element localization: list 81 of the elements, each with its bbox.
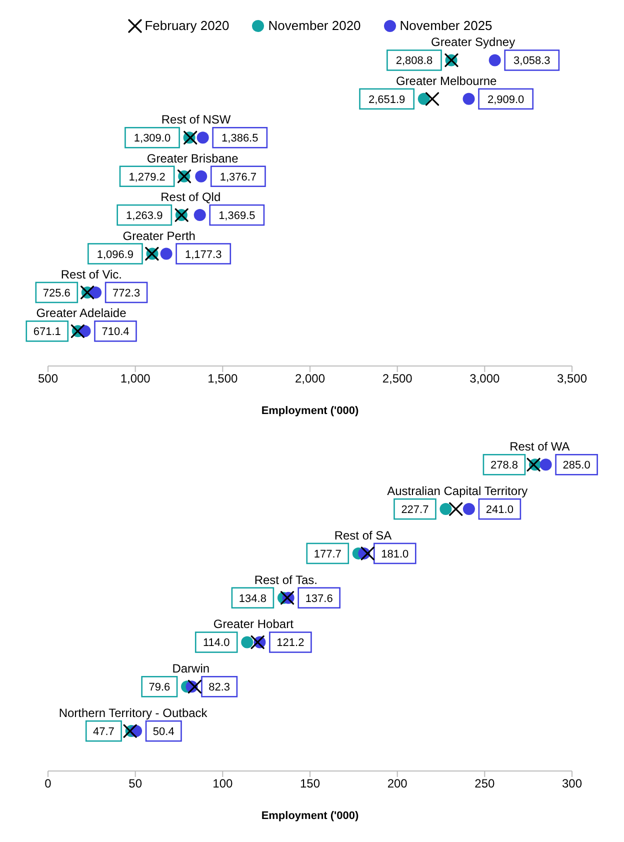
x-tick-label: 500	[38, 372, 58, 386]
data-label: 137.6	[305, 592, 333, 605]
x-tick-label: 2,500	[382, 372, 413, 386]
data-label: 1,376.7	[220, 171, 257, 184]
data-label: 671.1	[33, 326, 61, 338]
legend-label: February 2020	[144, 18, 230, 33]
point	[462, 503, 475, 516]
y-tick-label: Australian Capital Territory	[387, 484, 528, 498]
x-tick-label: 3,000	[470, 372, 500, 386]
data-label: 772.3	[112, 287, 140, 300]
data-label: 177.7	[314, 548, 342, 560]
x-tick-label: 300	[562, 776, 582, 791]
point	[250, 635, 264, 650]
y-tick-label: Greater Brisbane	[146, 151, 239, 166]
data-label: 1,309.0	[134, 132, 171, 145]
data-label: 1,096.9	[96, 248, 134, 261]
y-tick-label: Rest of Vic.	[60, 267, 122, 282]
point	[194, 209, 206, 222]
point	[196, 132, 209, 144]
data-label: 1,263.9	[126, 210, 163, 222]
point	[160, 248, 172, 260]
data-label: 285.0	[562, 460, 590, 472]
point	[488, 54, 501, 66]
y-tick-label: Greater Adelaide	[36, 306, 127, 320]
x-tick-label: 2,000	[294, 372, 326, 386]
y-tick-label: Rest of NSW	[161, 112, 232, 127]
y-tick-label: Greater Hobart	[213, 617, 294, 632]
y-tick-label: Greater Sydney	[431, 35, 516, 50]
data-label: 134.8	[238, 592, 266, 605]
data-label: 2,909.0	[487, 94, 524, 106]
x-tick-label: 250	[474, 776, 495, 791]
x-tick-label: 1,000	[120, 372, 151, 386]
y-tick-label: Greater Melbourne	[396, 74, 497, 88]
data-label: 2,808.8	[396, 55, 433, 68]
y-tick-label: Rest of SA	[334, 528, 392, 542]
data-label: 241.0	[486, 504, 514, 516]
y-tick-label: Darwin	[172, 662, 210, 676]
point	[425, 92, 440, 106]
x-tick-label: 200	[387, 776, 408, 791]
data-label: 1,177.3	[185, 248, 222, 261]
data-label: 227.7	[401, 504, 429, 516]
data-label: 3,058.3	[514, 55, 550, 68]
y-tick-label: Northern Territory - Outback	[58, 706, 208, 720]
x-axis-title: Employment ('000)	[261, 810, 360, 822]
x-tick-label: 0	[44, 776, 52, 791]
y-tick-label: Rest of WA	[510, 440, 570, 454]
data-label: 2,651.9	[368, 94, 406, 106]
point	[90, 286, 102, 298]
point	[241, 636, 254, 648]
data-label: 121.2	[276, 637, 304, 650]
x-axis-title: Employment ('000)	[261, 404, 360, 417]
legend-label: November 2025	[398, 18, 492, 33]
data-label: 82.3	[208, 682, 230, 694]
x-tick-label: 50	[128, 776, 142, 791]
point	[360, 546, 374, 560]
data-label: 1,386.5	[222, 132, 258, 145]
data-label: 79.6	[148, 682, 170, 694]
data-label: 181.0	[381, 548, 409, 560]
point	[188, 680, 202, 694]
point	[462, 92, 475, 105]
point	[195, 170, 208, 182]
point	[440, 503, 452, 516]
data-label: 114.0	[203, 637, 230, 650]
data-label: 50.4	[152, 726, 174, 738]
data-label: 1,369.5	[218, 210, 256, 222]
data-label: 278.8	[490, 460, 518, 472]
data-label: 1,279.2	[128, 171, 166, 184]
x-tick-label: 150	[300, 776, 320, 791]
point	[540, 458, 552, 471]
data-label: 710.4	[102, 326, 130, 338]
x-tick-label: 1,500	[208, 372, 238, 386]
data-label: 725.6	[42, 287, 70, 300]
y-tick-label: Greater Perth	[122, 228, 196, 243]
y-tick-label: Rest of Qld	[160, 190, 221, 204]
legend-label: November 2020	[267, 18, 361, 33]
x-tick-label: 100	[212, 776, 233, 791]
data-label: 47.7	[93, 726, 114, 738]
y-tick-label: Rest of Tas.	[254, 572, 318, 587]
x-tick-label: 3,500	[556, 372, 588, 386]
point	[449, 502, 463, 516]
point	[418, 92, 430, 105]
